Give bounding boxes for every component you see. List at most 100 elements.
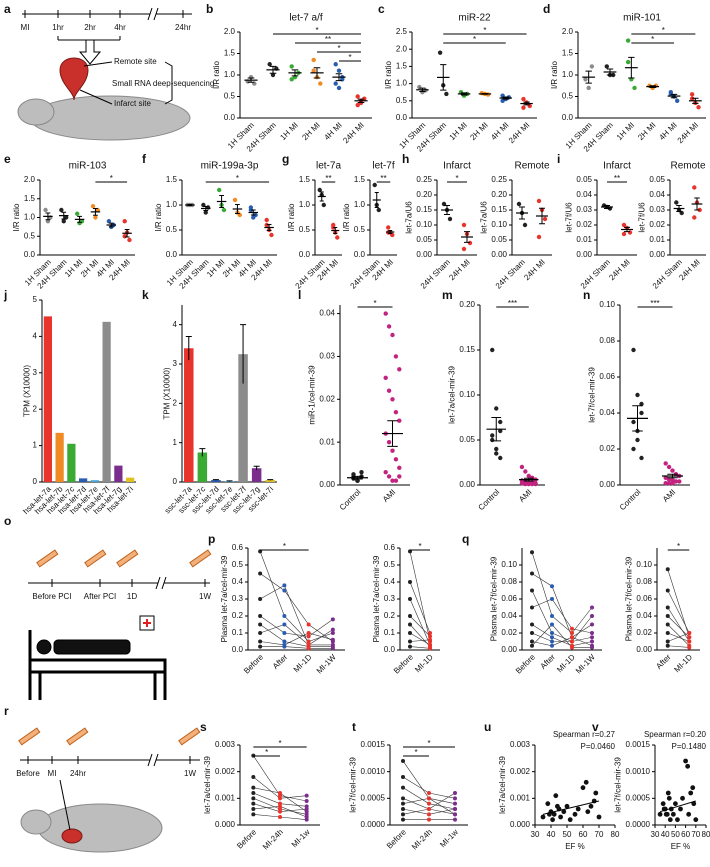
category-label: 24H MI [341,121,366,146]
y-tick-label: 1.0 [396,79,408,88]
data-point [631,347,636,353]
subject-line [259,615,334,637]
data-point [533,481,538,487]
data-point [393,457,399,462]
data-point [258,639,263,644]
data-point [593,790,599,796]
annotation: P=0.0460 [581,742,616,751]
significance-label: * [473,35,476,44]
subject-line [409,581,431,634]
data-point [550,614,554,618]
arrow [78,39,102,65]
panel-letter: p [208,532,215,546]
y-tick-label: 0.3 [232,594,244,603]
data-point [453,791,457,795]
data-point [665,614,670,618]
data-point [530,631,534,635]
data-point [635,437,640,443]
data-point [428,631,432,635]
error-bar [502,96,509,100]
data-point [498,455,503,461]
panel-letter: n [583,288,590,302]
category-label: After [271,652,290,671]
error-bar [357,98,365,104]
error-bar [692,97,699,104]
y-tick-label: 0.00 [636,645,652,654]
y-tick-label: 0.04 [319,309,335,318]
data-point [604,64,609,69]
y-tick-label: 0.001 [510,793,531,802]
error-bar [235,204,240,214]
error-bar [199,448,206,457]
data-point [586,85,591,91]
data-point [372,182,377,188]
data-point [461,246,467,252]
category-label: 24H MI [522,258,547,283]
data-point [306,642,311,647]
data-point [526,481,531,487]
y-tick-label: 0.0000 [361,820,386,829]
data-point [670,477,675,482]
data-point [580,785,586,791]
data-point [498,428,503,434]
data-point [570,626,574,631]
data-point [522,222,528,228]
data-point [635,392,640,398]
y-tick-label: 1.5 [396,62,408,71]
error-bar [226,480,233,482]
data-point [530,605,534,610]
error-bar [464,231,470,243]
category-label: AMI [381,488,397,504]
error-bar [491,417,502,442]
error-bar [108,222,114,228]
data-point [251,807,256,811]
x-tick-label: 70 [595,830,604,839]
data-point [318,81,323,86]
data-point [542,216,548,222]
x-tick-label: 60 [681,830,690,839]
data-point [453,796,457,801]
x-tick-label: 50 [563,830,572,839]
y-tick-label: 0.5 [562,92,574,101]
data-point [665,605,670,610]
data-point [692,185,697,190]
error-bar [419,87,426,93]
chart-title: miR-101 [623,13,661,24]
y-tick-label: 0.0 [24,250,36,259]
data-point [333,81,338,86]
y-tick-label: 1.0 [166,200,178,209]
timeline [22,7,192,21]
y-tick-label: 0.08 [599,336,615,345]
category-label: 2H MI [636,121,657,142]
data-point [590,639,594,644]
y-axis-label: miR-1/cel-mir-39 [308,365,317,425]
data-point [453,812,457,817]
data-point [393,409,399,415]
data-point [453,807,457,811]
data-point [428,642,432,647]
y-axis-label: I/R ratio [287,203,296,232]
chart-title: Remote [670,161,705,172]
data-point [675,98,680,104]
timeline [28,576,210,590]
timeline-label: 4hr [114,23,126,32]
syringes [36,549,212,568]
subject-line [259,624,333,647]
data-point [686,811,692,817]
data-point [663,481,668,486]
data-point [583,77,588,82]
data-point [232,197,238,203]
data-point [427,817,431,822]
data-point [278,815,282,819]
y-tick-label: 0.05 [416,235,432,244]
data-point [408,644,412,649]
data-point [550,635,554,640]
data-point [428,634,432,639]
data-point [258,622,263,627]
data-point [545,801,551,807]
y-tick-label: 0.20 [491,190,507,199]
data-point [282,644,287,649]
data-point [673,479,679,484]
significance-label: * [677,542,680,551]
data-point [304,817,309,822]
